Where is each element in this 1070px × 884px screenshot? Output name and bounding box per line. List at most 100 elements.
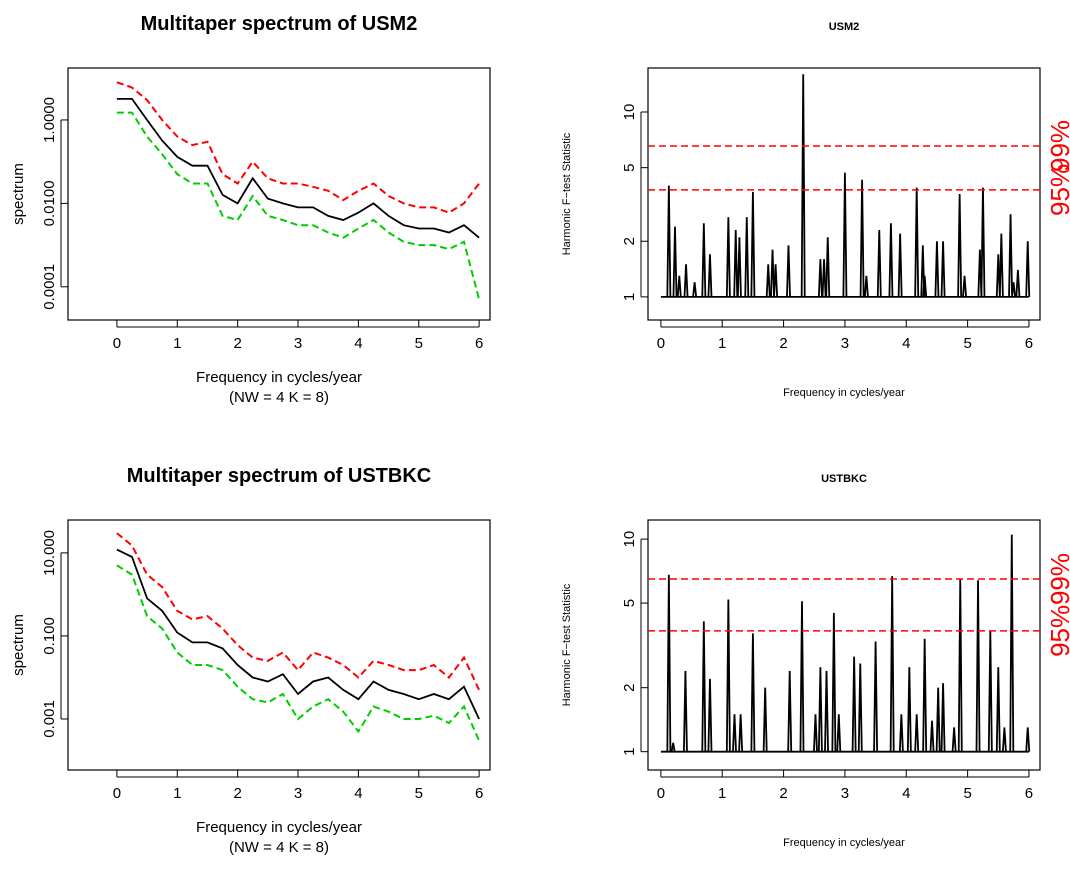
f-spike xyxy=(935,687,941,752)
y-tick-label: 2 xyxy=(621,684,638,692)
spectrum-line xyxy=(116,81,480,214)
f-spike xyxy=(836,714,842,752)
spectrum-line xyxy=(116,111,481,300)
f-spike xyxy=(863,275,869,297)
x-tick-label: 6 xyxy=(475,335,483,352)
x-tick-label: 1 xyxy=(718,785,726,802)
f-spike xyxy=(922,275,928,297)
f-spike xyxy=(732,714,737,752)
chart-title: USTBKC xyxy=(821,473,867,485)
x-axis-label: Frequency in cycles/year xyxy=(783,837,905,849)
chart-title: USM2 xyxy=(829,21,860,33)
f-spike xyxy=(762,687,768,752)
f-spike xyxy=(898,714,904,752)
f-spike xyxy=(683,264,689,297)
f-spike xyxy=(770,249,775,297)
f-spike xyxy=(817,259,823,297)
x-tick-label: 6 xyxy=(1025,335,1033,352)
y-tick-label: 5 xyxy=(621,599,638,607)
f-spike xyxy=(889,576,895,752)
x-axis-label: Frequency in cycles/year xyxy=(196,369,362,386)
f-spike xyxy=(676,275,682,297)
f-spike xyxy=(707,678,713,752)
x-tick-label: 1 xyxy=(718,335,726,352)
f-spike xyxy=(995,667,1001,752)
x-axis-subtitle: (NW = 4 K = 8) xyxy=(229,839,329,856)
f-spike xyxy=(738,714,744,752)
f-spike xyxy=(876,230,882,297)
spectrum-line xyxy=(116,548,480,720)
plot-frame xyxy=(67,519,491,771)
x-tick-label: 4 xyxy=(902,785,910,802)
x-axis-label: Frequency in cycles/year xyxy=(196,819,362,836)
x-axis-label: Frequency in cycles/year xyxy=(783,387,905,399)
y-tick-label: 0.0001 xyxy=(41,264,58,310)
x-tick-label: 3 xyxy=(841,335,849,352)
x-tick-label: 2 xyxy=(233,335,241,352)
y-axis-label: Harmonic F−test Statistic xyxy=(561,132,573,255)
x-tick-label: 0 xyxy=(657,785,665,802)
f-spike xyxy=(1009,534,1015,752)
f-spike xyxy=(914,714,920,752)
f-spike xyxy=(859,179,865,297)
significance-label: 99% xyxy=(1045,553,1070,605)
y-tick-label: 1.0000 xyxy=(41,97,58,143)
plot-frame xyxy=(647,519,1041,771)
y-axis-label: spectrum xyxy=(10,614,27,676)
f-spike xyxy=(957,194,963,297)
x-tick-label: 2 xyxy=(233,785,241,802)
x-tick-label: 4 xyxy=(902,335,910,352)
f-spike xyxy=(1015,269,1021,297)
f-spike xyxy=(800,74,806,297)
f-spike xyxy=(1008,214,1013,297)
f-spike xyxy=(773,264,779,297)
f-spike xyxy=(1011,282,1017,297)
y-tick-label: 0.0100 xyxy=(41,180,58,226)
f-spike xyxy=(750,633,756,752)
f-spike xyxy=(934,241,940,297)
f-spike xyxy=(817,667,823,752)
y-tick-label: 10.000 xyxy=(41,530,58,576)
f-spike xyxy=(736,237,742,297)
f-spike xyxy=(670,742,676,752)
f-spike xyxy=(666,185,672,297)
f-spike xyxy=(1001,727,1007,752)
f-spike xyxy=(914,187,920,297)
x-tick-label: 1 xyxy=(173,335,181,352)
x-axis-subtitle: (NW = 4 K = 8) xyxy=(229,389,329,406)
f-spike xyxy=(682,670,688,752)
x-tick-label: 3 xyxy=(294,335,302,352)
x-tick-label: 0 xyxy=(657,335,665,352)
f-spike xyxy=(842,172,848,297)
f-spike xyxy=(987,630,993,752)
f-spike xyxy=(929,720,935,752)
x-tick-label: 5 xyxy=(963,335,971,352)
x-tick-label: 0 xyxy=(113,785,121,802)
x-tick-label: 5 xyxy=(415,335,423,352)
significance-label: 95% xyxy=(1045,605,1070,657)
f-spike xyxy=(957,578,963,752)
f-spike xyxy=(786,245,791,297)
f-spike xyxy=(744,217,750,297)
y-axis-label: Harmonic F−test Statistic xyxy=(561,583,573,706)
plot-frame xyxy=(647,67,1041,321)
f-spike xyxy=(672,226,678,297)
y-axis-label: spectrum xyxy=(10,163,27,225)
f-spike xyxy=(824,670,829,752)
f-spike xyxy=(980,187,986,297)
f-spike xyxy=(821,259,827,297)
f-spike xyxy=(851,656,857,752)
f-spike xyxy=(733,230,739,297)
y-tick-label: 2 xyxy=(621,237,638,245)
f-spike xyxy=(813,714,818,752)
plot-frame xyxy=(67,67,491,321)
f-spike xyxy=(940,241,946,297)
f-spike xyxy=(1025,241,1031,297)
f-spike xyxy=(707,254,713,297)
significance-label: 95% xyxy=(1045,164,1070,216)
x-tick-label: 0 xyxy=(113,335,121,352)
x-tick-label: 3 xyxy=(841,785,849,802)
f-spike xyxy=(940,683,946,752)
f-spike xyxy=(666,574,672,752)
